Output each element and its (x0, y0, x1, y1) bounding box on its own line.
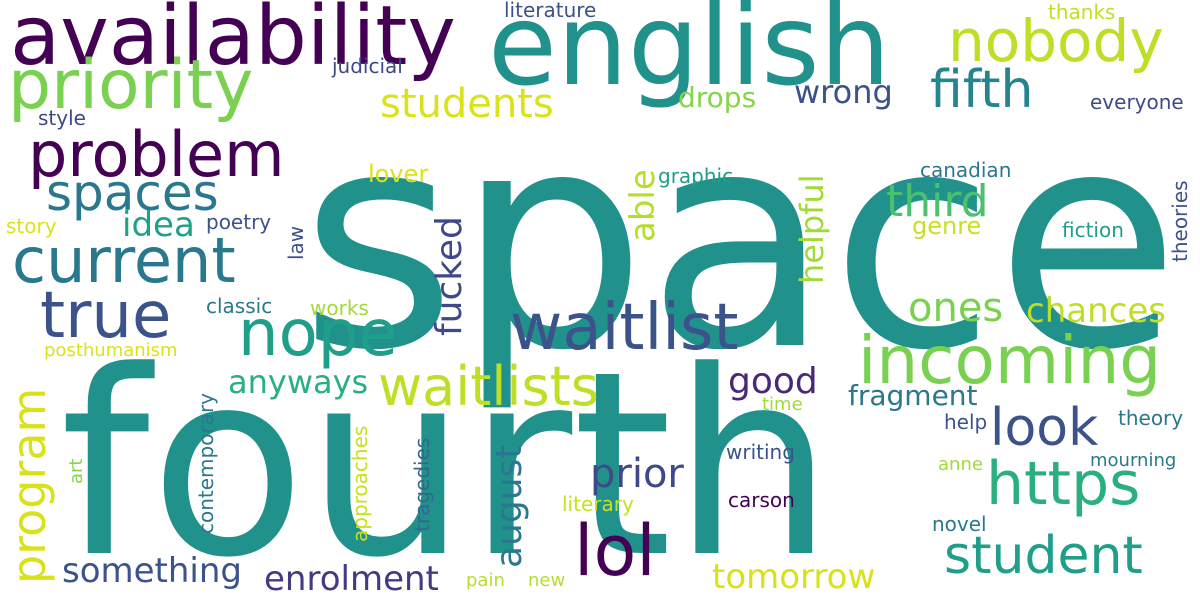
word-something: something (62, 551, 243, 591)
word-canadian: canadian (920, 158, 1012, 182)
word-waitlist: waitlist (510, 291, 739, 365)
word-availability: availability (10, 0, 456, 84)
word-tragedies: tragedies (410, 437, 434, 532)
word-genre: genre (912, 212, 982, 240)
word-idea: idea (122, 205, 195, 245)
word-art: art (66, 458, 87, 485)
word-able: able (623, 169, 663, 242)
word-true: true (40, 279, 172, 353)
word-pain: pain (466, 570, 505, 591)
word-poetry: poetry (206, 210, 272, 234)
word-everyone: everyone (1090, 90, 1184, 114)
word-judicial: judicial (332, 54, 403, 78)
word-prior: prior (590, 451, 684, 497)
word-fiction: fiction (1062, 218, 1124, 242)
word-space: space (300, 67, 1181, 416)
word-anyways: anyways (228, 363, 369, 401)
word-nope: nope (238, 297, 398, 371)
word-fifth: fifth (930, 60, 1034, 120)
word-style: style (38, 106, 86, 130)
word-writing: writing (726, 440, 795, 464)
word-enrolment: enrolment (264, 559, 439, 599)
word-graphic: graphic (658, 164, 734, 188)
word-program: program (2, 387, 56, 584)
word-chances: chances (1026, 291, 1166, 331)
word-carson: carson (728, 488, 795, 512)
word-new: new (528, 570, 566, 591)
word-third: third (886, 176, 989, 227)
word-fourth: fourth (60, 317, 834, 600)
word-thanks: thanks (1048, 0, 1116, 24)
word-current: current (12, 224, 236, 297)
word-theories: theories (1168, 180, 1192, 262)
word-august: august (489, 444, 530, 568)
word-fucked: fucked (429, 216, 470, 336)
word-mourning: mourning (1090, 450, 1177, 471)
word-approaches: approaches (348, 425, 372, 542)
word-problem: problem (28, 118, 285, 191)
word-contemporary: contemporary (194, 392, 218, 534)
word-waitlists: waitlists (378, 355, 599, 418)
word-incoming: incoming (858, 322, 1162, 399)
word-students: students (380, 81, 554, 127)
word-spaces: spaces (46, 164, 219, 222)
word-theory: theory (1118, 406, 1184, 430)
word-help: help (944, 410, 988, 434)
word-drops: drops (678, 81, 757, 114)
word-ones: ones (908, 285, 1004, 331)
word-anne: anne (938, 454, 983, 475)
word-law: law (284, 225, 308, 260)
word-lol: lol (574, 510, 656, 592)
word-good: good (728, 361, 818, 402)
word-look: look (990, 398, 1099, 458)
word-literature: literature (504, 0, 597, 22)
word-story: story (6, 214, 57, 238)
word-literary: literary (562, 492, 634, 516)
word-english: english (488, 0, 891, 111)
word-priority: priority (8, 46, 254, 125)
word-fragment: fragment (848, 379, 978, 412)
word-novel: novel (932, 512, 987, 536)
word-wrong: wrong (794, 73, 893, 111)
word-lover: lover (368, 160, 429, 188)
word-nobody: nobody (948, 7, 1164, 75)
word-tomorrow: tomorrow (712, 557, 876, 597)
word-time: time (762, 394, 803, 415)
word-helpful: helpful (793, 174, 831, 284)
word-student: student (944, 526, 1143, 586)
word-https: https (986, 449, 1141, 519)
word-classic: classic (206, 294, 273, 318)
word-works: works (310, 296, 369, 320)
word-posthumanism: posthumanism (44, 340, 178, 361)
